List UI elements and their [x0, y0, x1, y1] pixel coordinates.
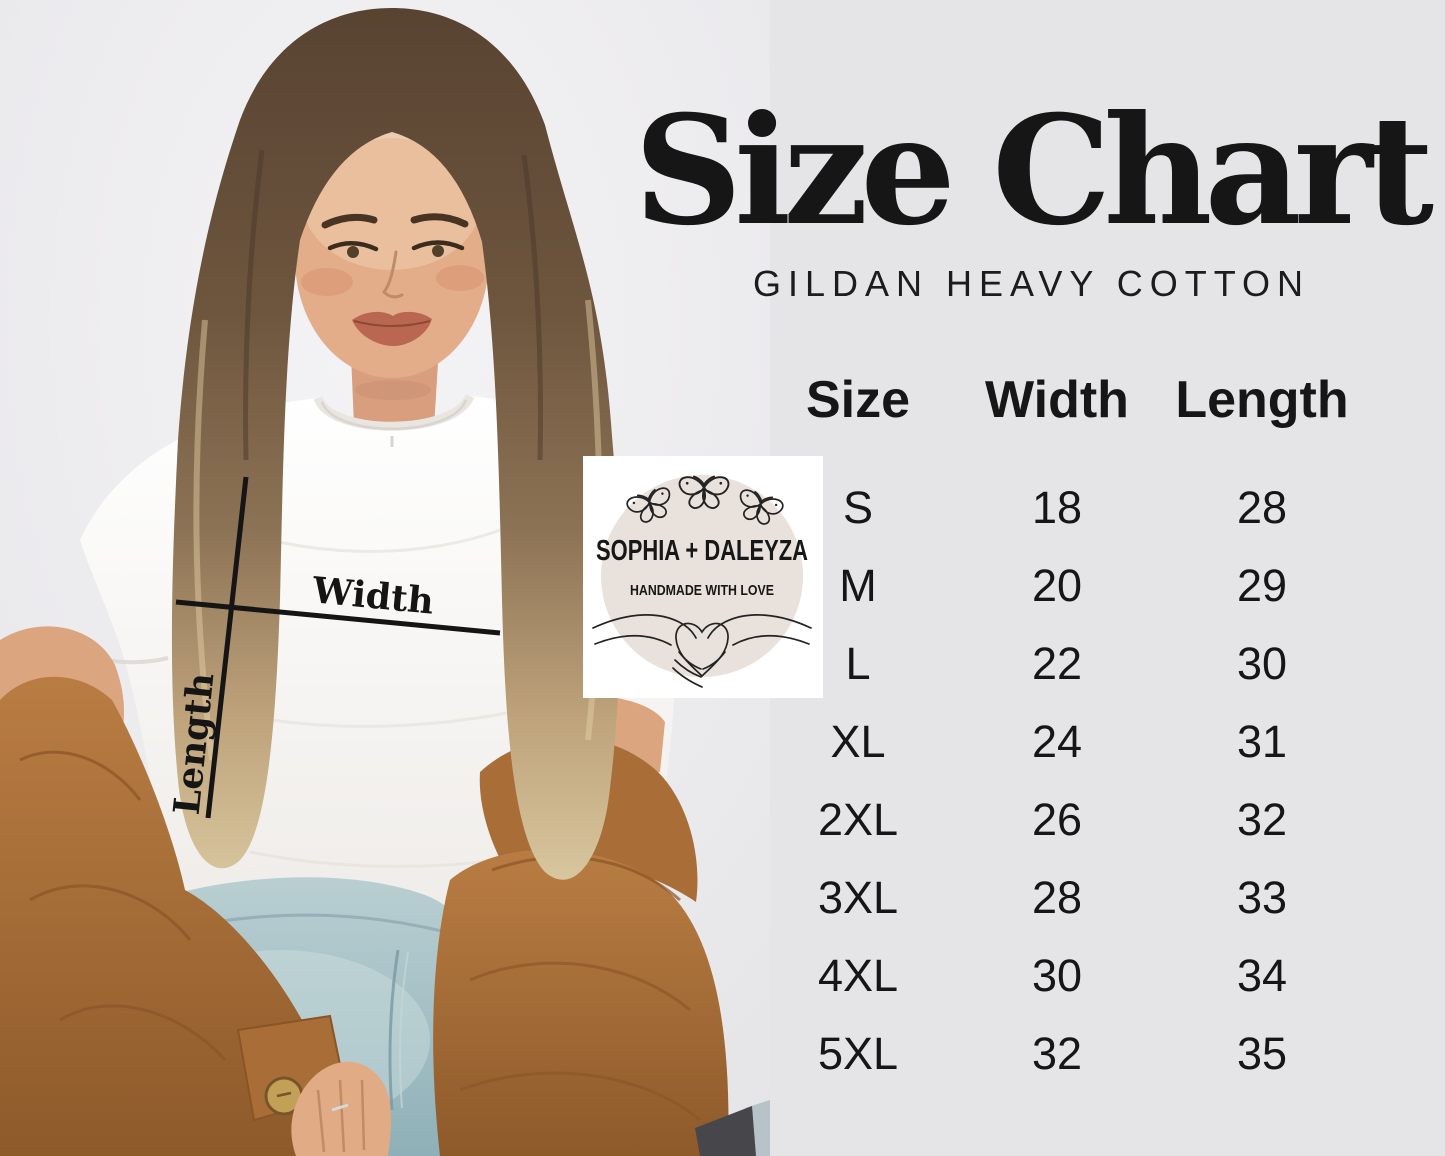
- product-subtitle: GILDAN HEAVY COTTON: [752, 263, 1311, 304]
- table-row: 4XL 30 34: [770, 936, 1370, 1014]
- length-cell: 28: [1236, 481, 1288, 533]
- logo-circle: [601, 475, 803, 677]
- table-row: XL 24 31: [770, 702, 1370, 780]
- size-cell: 3XL: [817, 871, 899, 923]
- face: [295, 130, 489, 378]
- size-cell: 4XL: [817, 949, 899, 1001]
- header-size: Size: [805, 371, 911, 429]
- table-row: M 20 29: [770, 546, 1370, 624]
- size-cell: 2XL: [817, 793, 899, 845]
- size-cell: M: [839, 559, 877, 611]
- bench: [695, 1100, 770, 1156]
- table-row: 2XL 26 32: [770, 780, 1370, 858]
- table-row: 3XL 28 33: [770, 858, 1370, 936]
- size-cell: 5XL: [817, 1027, 899, 1079]
- size-table: Size Width Length S 18 28 M 20 29 L 22 3…: [770, 368, 1370, 1092]
- eyebrow: [410, 213, 469, 228]
- width-cell: 22: [1031, 637, 1083, 689]
- butterfly-icon: [626, 487, 671, 523]
- logo-card: SOPHIA + DALEYZA HANDMADE WITH LOVE ♡ ♡ …: [583, 456, 823, 698]
- hand: [291, 1061, 392, 1156]
- length-cell: 30: [1236, 637, 1288, 689]
- size-cell: L: [845, 637, 871, 689]
- eyebrow: [321, 213, 378, 229]
- width-cell: 30: [1031, 949, 1083, 1001]
- length-cell: 34: [1236, 949, 1288, 1001]
- width-cell: 32: [1031, 1027, 1083, 1079]
- header-length: Length: [1175, 371, 1349, 429]
- eye: [411, 240, 465, 251]
- brand-name: SOPHIA + DALEYZA: [596, 535, 808, 567]
- size-chart-title: Size Chart: [633, 83, 1434, 259]
- butterfly-icon: [678, 475, 730, 509]
- width-cell: 20: [1031, 559, 1083, 611]
- jacket-left: [0, 676, 348, 1156]
- size-cell: S: [842, 481, 873, 533]
- length-cell: 31: [1236, 715, 1288, 767]
- width-cell: 28: [1031, 871, 1083, 923]
- lips: [352, 311, 432, 347]
- length-cell: 33: [1236, 871, 1288, 923]
- width-cell: 18: [1031, 481, 1083, 533]
- width-line: [175, 599, 501, 636]
- length-cell: 29: [1236, 559, 1288, 611]
- width-cell: 26: [1031, 793, 1083, 845]
- size-cell: XL: [830, 715, 886, 767]
- table-header-row: Size Width Length: [770, 368, 1370, 432]
- length-cell: 32: [1236, 793, 1288, 845]
- ring: [331, 1103, 349, 1112]
- eye: [327, 241, 379, 252]
- table-row: S 18 28: [770, 468, 1370, 546]
- nose: [382, 250, 404, 299]
- table-body: S 18 28 M 20 29 L 22 30 XL 24 31 2XL 26 …: [770, 468, 1370, 1092]
- table-row: 5XL 32 35: [770, 1014, 1370, 1092]
- model-photo: Width Length: [0, 0, 770, 1156]
- brand-tagline: HANDMADE WITH LOVE: [630, 582, 774, 599]
- hands-heart-icon: [592, 614, 812, 688]
- butterfly-icon: [739, 489, 784, 525]
- length-cell: 35: [1236, 1027, 1288, 1079]
- length-line: [205, 476, 249, 819]
- width-cell: 24: [1031, 715, 1083, 767]
- header-width: Width: [985, 371, 1129, 429]
- table-row: L 22 30: [770, 624, 1370, 702]
